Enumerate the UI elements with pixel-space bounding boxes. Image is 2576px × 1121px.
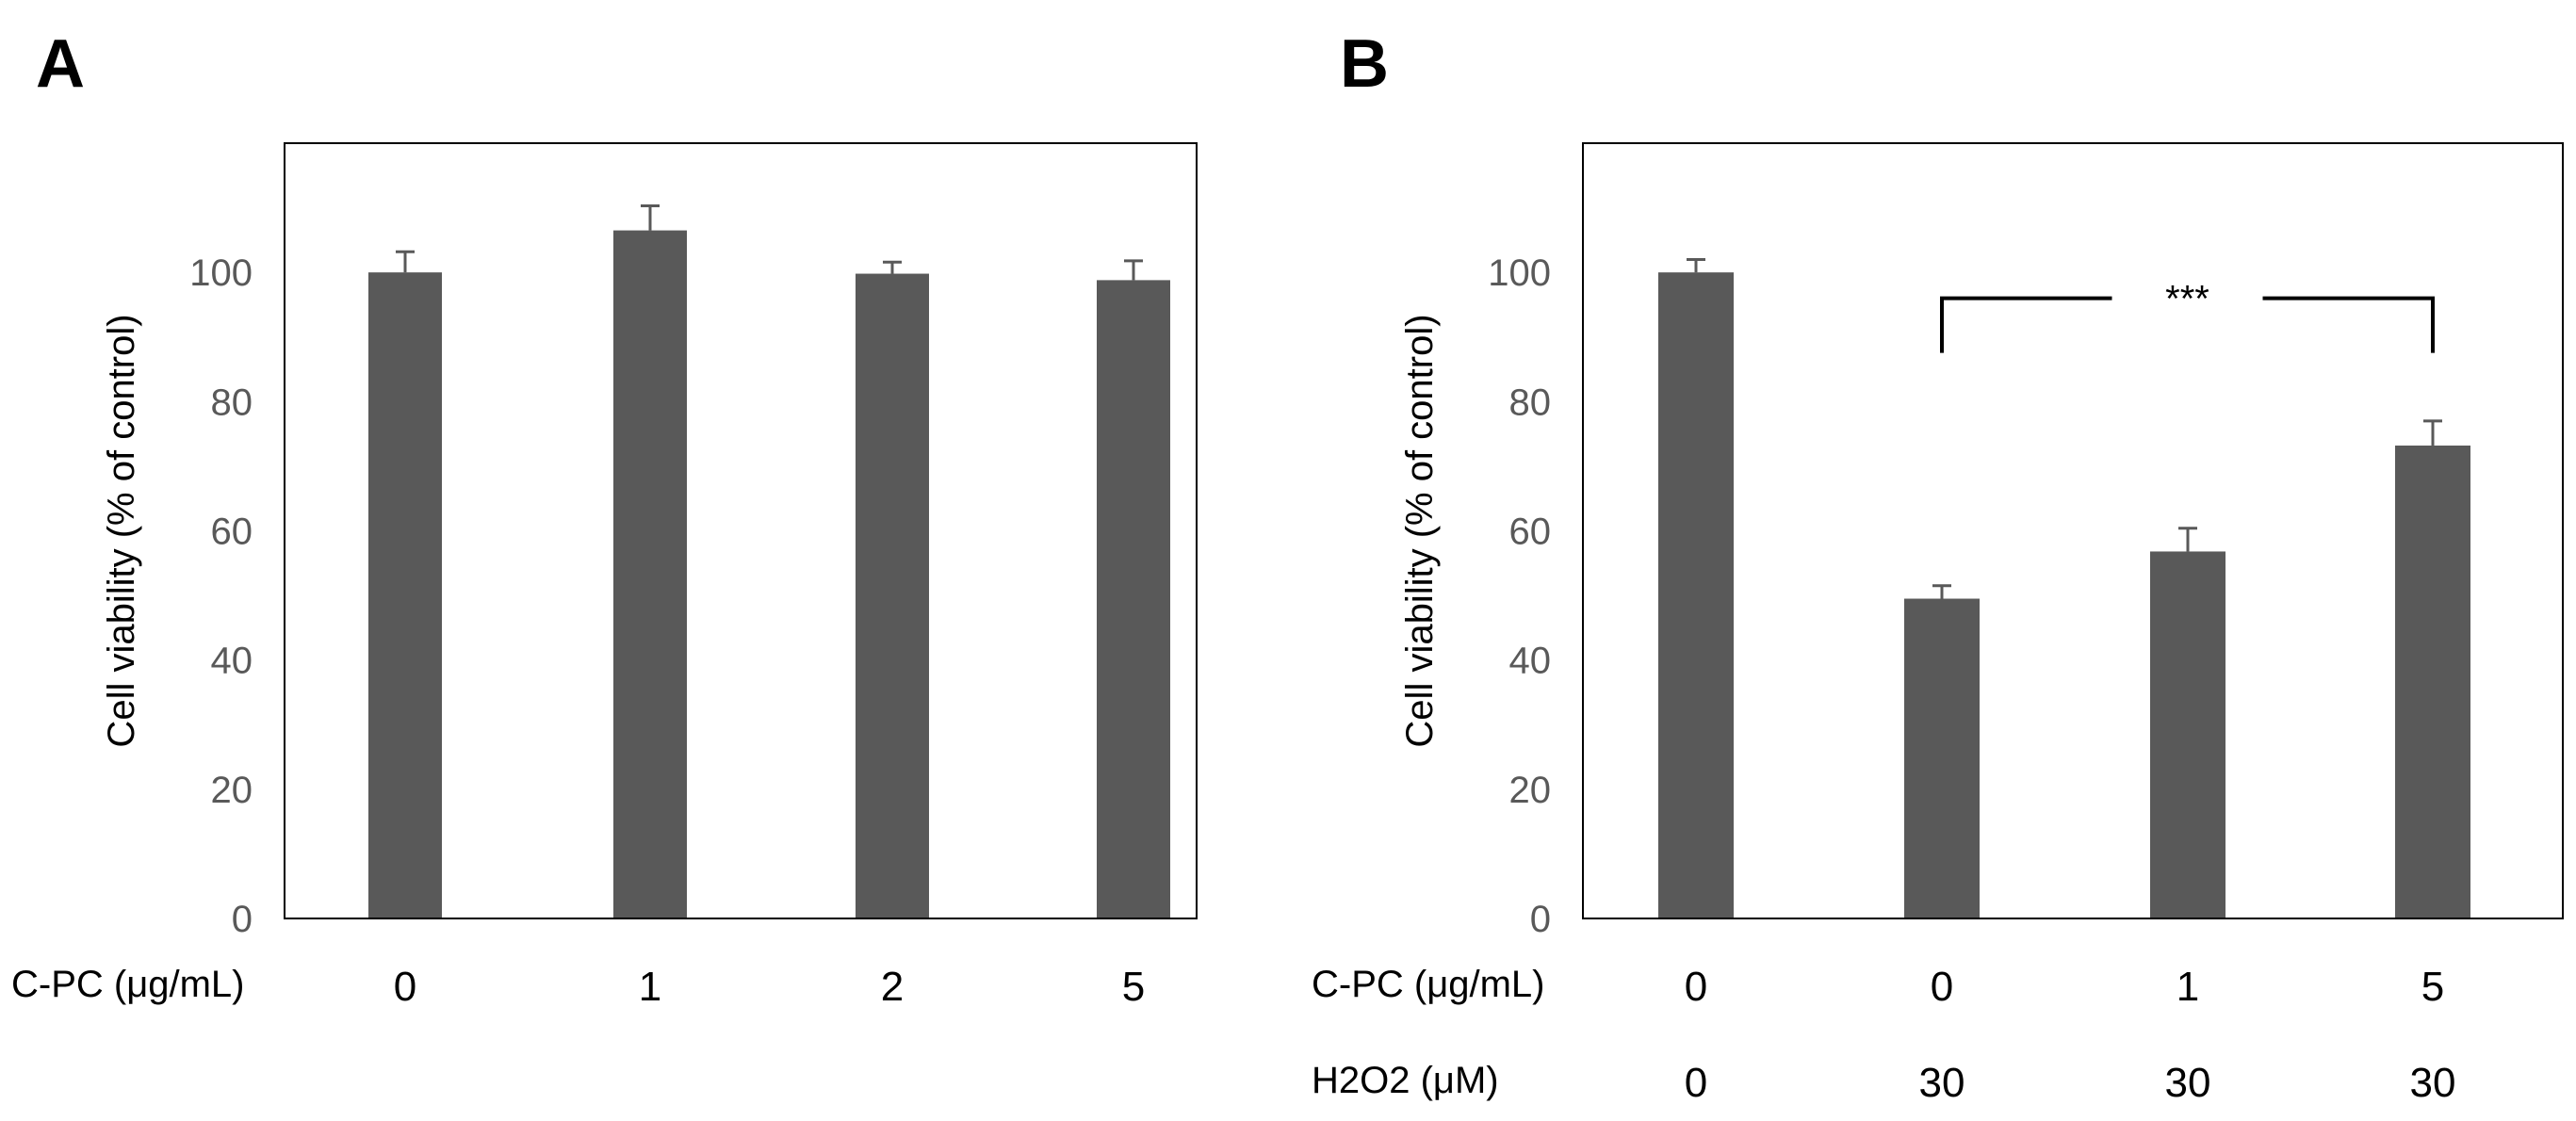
bar-b-1	[1904, 598, 1980, 918]
x-tick-label-b-0-2: 1	[2177, 964, 2199, 1010]
plot-frame-b	[1582, 142, 2564, 919]
panel-letter-b: B	[1340, 26, 1389, 102]
panel-letter-a: A	[36, 26, 85, 102]
x-tick-label-b-0-3: 5	[2421, 964, 2444, 1010]
y-tick-label-b-100: 100	[1488, 252, 1551, 294]
bar-b-2	[2150, 551, 2225, 918]
y-tick-label-a-100: 100	[189, 252, 253, 294]
bar-b-0	[1658, 272, 1734, 919]
x-tick-label-b-1-0: 0	[1685, 1060, 1707, 1106]
y-tick-label-a-40: 40	[211, 641, 253, 682]
x-tick-label-a-0-2: 2	[881, 964, 904, 1010]
bar-b-3	[2395, 445, 2470, 918]
y-tick-label-b-80: 80	[1509, 382, 1552, 423]
x-row-label-b-0: C-PC (μg/mL)	[1312, 964, 1545, 1005]
x-tick-label-b-1-1: 30	[1919, 1060, 1965, 1106]
significance-bracket-left-b	[1940, 296, 2112, 353]
x-tick-label-a-0-1: 1	[639, 964, 661, 1010]
significance-bracket-right-b	[2262, 296, 2435, 353]
y-axis-label-b: Cell viability (% of control)	[1399, 314, 1441, 747]
x-tick-label-b-0-1: 0	[1931, 964, 1953, 1010]
x-tick-label-a-0-3: 5	[1122, 964, 1145, 1010]
y-tick-label-b-0: 0	[1530, 899, 1551, 940]
x-row-label-a-0: C-PC (μg/mL)	[11, 964, 245, 1005]
y-tick-label-a-60: 60	[211, 512, 253, 553]
x-row-label-b-1: H2O2 (μM)	[1312, 1060, 1499, 1101]
significance-label-b: ***	[2165, 279, 2209, 320]
x-tick-label-b-1-2: 30	[2165, 1060, 2211, 1106]
bar-a-1	[613, 230, 687, 918]
y-tick-label-a-80: 80	[211, 382, 253, 423]
plot-frame-a	[284, 142, 1198, 919]
y-tick-label-a-0: 0	[232, 899, 253, 940]
y-tick-label-b-60: 60	[1509, 512, 1552, 553]
y-tick-label-b-20: 20	[1509, 770, 1552, 811]
bar-a-3	[1097, 280, 1170, 918]
y-tick-label-b-40: 40	[1509, 641, 1552, 682]
bar-a-0	[368, 272, 442, 919]
y-axis-label-a: Cell viability (% of control)	[101, 314, 142, 747]
bar-a-2	[856, 273, 929, 918]
x-tick-label-b-0-0: 0	[1685, 964, 1707, 1010]
x-tick-label-a-0-0: 0	[394, 964, 416, 1010]
y-tick-label-a-20: 20	[211, 770, 253, 811]
x-tick-label-b-1-3: 30	[2410, 1060, 2456, 1106]
